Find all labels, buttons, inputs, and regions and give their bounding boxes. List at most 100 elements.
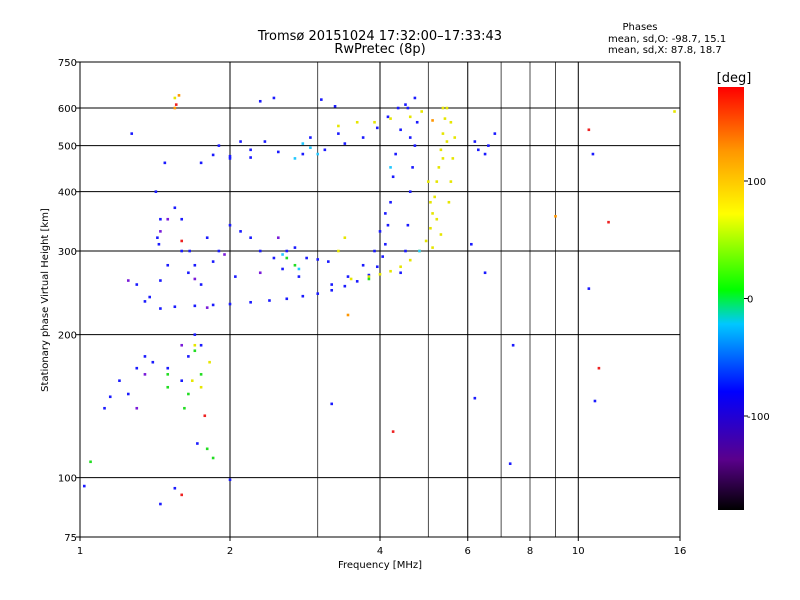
x-tick-label: 4 bbox=[377, 546, 383, 557]
data-point bbox=[587, 287, 591, 290]
data-point bbox=[276, 150, 280, 154]
data-point bbox=[373, 249, 376, 253]
data-point bbox=[258, 271, 262, 275]
data-point bbox=[199, 161, 203, 165]
data-point bbox=[89, 460, 92, 464]
data-point bbox=[193, 333, 197, 336]
data-point bbox=[159, 502, 162, 506]
data-point bbox=[373, 120, 376, 124]
data-point bbox=[593, 399, 597, 403]
colorbar-tick-label: 0 bbox=[747, 295, 753, 306]
data-point bbox=[239, 140, 242, 143]
data-point bbox=[378, 230, 382, 233]
data-point bbox=[597, 366, 601, 370]
data-point bbox=[408, 190, 412, 193]
y-tick-label: 400 bbox=[58, 188, 77, 199]
colorbar bbox=[718, 87, 744, 510]
data-point bbox=[389, 269, 392, 273]
data-point bbox=[234, 275, 237, 278]
data-point bbox=[143, 355, 147, 358]
data-point bbox=[305, 256, 308, 260]
data-point bbox=[193, 349, 197, 353]
data-point bbox=[285, 256, 289, 260]
data-point bbox=[449, 120, 453, 124]
data-point bbox=[293, 263, 297, 267]
data-point bbox=[148, 295, 152, 299]
data-point bbox=[408, 136, 412, 139]
data-point bbox=[449, 180, 453, 183]
phases-heading: Phases bbox=[622, 22, 657, 33]
data-point bbox=[367, 275, 371, 278]
data-point bbox=[199, 373, 203, 376]
data-point bbox=[399, 128, 402, 132]
data-point bbox=[285, 249, 289, 253]
data-point bbox=[268, 299, 271, 302]
data-point bbox=[173, 206, 177, 210]
data-point bbox=[228, 478, 232, 482]
data-point bbox=[239, 230, 242, 233]
data-point bbox=[199, 385, 203, 389]
data-point bbox=[406, 106, 410, 110]
data-point bbox=[188, 249, 191, 253]
data-point bbox=[228, 223, 232, 227]
y-axis-ticks: 75 100 200 300 400 500 600 750 bbox=[58, 58, 80, 544]
data-points bbox=[82, 94, 676, 506]
data-point bbox=[249, 156, 252, 159]
data-point bbox=[301, 294, 305, 298]
data-point bbox=[276, 236, 280, 240]
data-point bbox=[143, 373, 147, 376]
data-point bbox=[293, 157, 297, 160]
data-point bbox=[375, 265, 379, 269]
data-point bbox=[367, 273, 371, 277]
data-point bbox=[337, 132, 340, 135]
data-point bbox=[327, 260, 330, 263]
colorbar-tick-label: -100 bbox=[747, 412, 770, 423]
data-point bbox=[587, 128, 591, 132]
data-point bbox=[378, 272, 382, 276]
grid-lines bbox=[80, 62, 680, 537]
data-point bbox=[404, 249, 407, 253]
x-tick-label: 8 bbox=[527, 546, 533, 557]
data-point bbox=[389, 117, 392, 120]
y-tick-label: 300 bbox=[58, 247, 77, 258]
data-point bbox=[180, 493, 184, 497]
data-point bbox=[413, 144, 417, 147]
data-point bbox=[249, 236, 252, 240]
data-point bbox=[196, 442, 199, 445]
data-point bbox=[203, 414, 207, 418]
data-point bbox=[470, 242, 473, 246]
data-point bbox=[208, 360, 211, 364]
data-point bbox=[228, 302, 232, 306]
data-point bbox=[159, 217, 162, 221]
data-point bbox=[337, 249, 340, 253]
data-point bbox=[413, 96, 417, 100]
x-tick-label: 6 bbox=[465, 546, 471, 557]
data-point bbox=[477, 148, 480, 152]
data-point bbox=[166, 263, 170, 267]
data-point bbox=[355, 120, 359, 124]
data-point bbox=[437, 166, 441, 169]
data-point bbox=[108, 395, 112, 399]
data-point bbox=[320, 98, 323, 101]
data-point bbox=[441, 157, 445, 160]
data-point bbox=[429, 200, 432, 204]
y-tick-label: 200 bbox=[58, 331, 77, 342]
x-tick-label: 16 bbox=[674, 546, 687, 557]
data-point bbox=[183, 406, 186, 410]
data-point bbox=[180, 379, 184, 382]
data-point bbox=[180, 217, 184, 221]
data-point bbox=[166, 373, 170, 376]
data-point bbox=[187, 392, 190, 396]
data-point bbox=[439, 148, 443, 152]
data-point bbox=[443, 117, 447, 120]
y-tick-label: 750 bbox=[58, 58, 77, 69]
data-point bbox=[361, 263, 365, 267]
data-point bbox=[389, 166, 392, 169]
colorbar-tick-label: 100 bbox=[747, 177, 766, 188]
data-point bbox=[297, 275, 301, 278]
data-point bbox=[211, 456, 215, 460]
data-point bbox=[333, 105, 337, 108]
data-point bbox=[493, 132, 497, 135]
data-point bbox=[118, 379, 121, 382]
data-point bbox=[420, 110, 423, 113]
